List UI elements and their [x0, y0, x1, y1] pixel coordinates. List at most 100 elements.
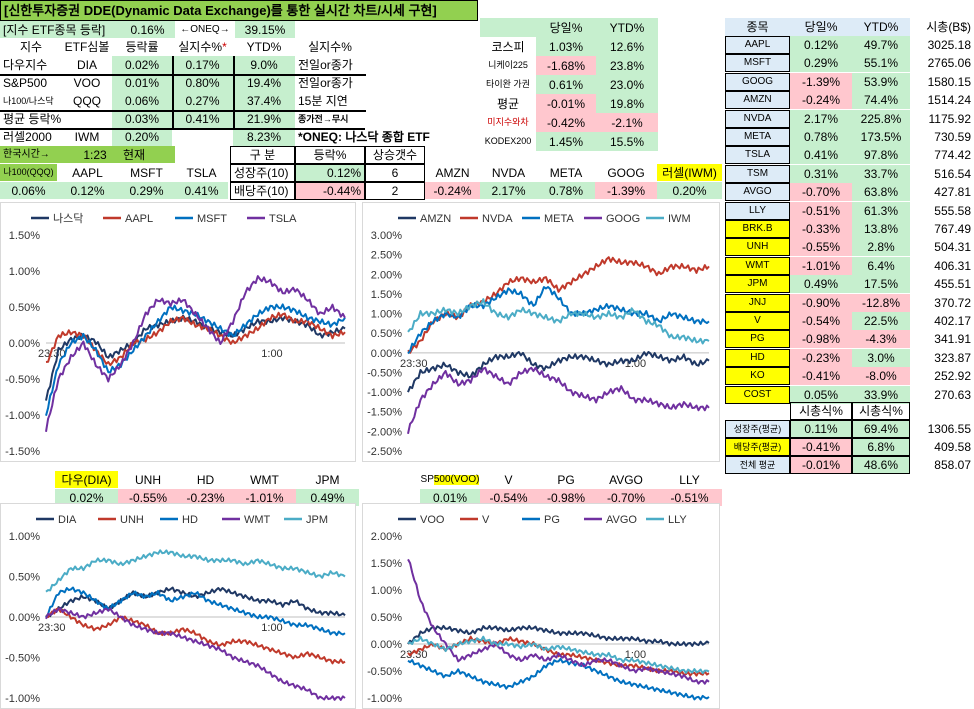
stock-ytd: 173.5% — [852, 128, 910, 146]
legend-label: WMT — [244, 514, 271, 526]
ticker-value: 0.49% — [296, 489, 359, 506]
index-header: YTD% — [246, 40, 282, 54]
ticker-value: -0.24% — [425, 182, 480, 199]
index-note: 전일or종가 — [298, 58, 353, 72]
series-line-amzn — [407, 351, 710, 393]
korea-ytd: 15.5% — [596, 132, 658, 151]
stock-name: LLY — [725, 202, 790, 220]
korea-header: 당일% — [536, 18, 596, 37]
summary-cap: 858.07 — [934, 458, 971, 472]
ticker-label-part: SP — [420, 473, 434, 485]
korea-ytd: -2.1% — [596, 113, 658, 132]
stock-cap: 252.92 — [934, 369, 971, 383]
asterisk: * — [222, 40, 227, 54]
legend-label: IWM — [668, 213, 691, 225]
stock-day: 0.49% — [790, 275, 852, 293]
ticker-value: -0.70% — [595, 489, 657, 506]
index-symbol — [62, 110, 112, 128]
y-tick-label: 0.50% — [371, 328, 402, 340]
ticker-value: 0.01% — [420, 489, 480, 506]
legend-label: AVGO — [606, 514, 637, 526]
summary-ytd: 69.4% — [852, 420, 910, 438]
chart-nasdaq: 나스닥 AAPL MSFT TSLA 1.50% 1.00% 0.50% 0.00% -0.50… — [0, 202, 356, 462]
index-ytd: 21.9% — [233, 110, 295, 128]
y-tick-label: 1.50% — [371, 289, 402, 301]
legend-label: AAPL — [125, 213, 153, 225]
korea-ytd: 19.8% — [596, 94, 658, 113]
ticker-value: 0.02% — [55, 489, 118, 506]
index-real: 0.80% — [172, 74, 233, 92]
stock-ytd: 49.7% — [852, 36, 910, 54]
stock-cap: 516.54 — [934, 167, 971, 181]
stock-cap: 370.72 — [934, 296, 971, 310]
series-line-dia — [45, 586, 346, 618]
summary-day: -0.41% — [790, 438, 852, 456]
ticker-label: 다우(DIA) — [55, 471, 118, 488]
index-note: *ONEQ: 나스닥 종합 ETF — [298, 130, 430, 144]
y-tick-label: 2.00% — [371, 531, 402, 543]
ticker-value: -0.23% — [178, 489, 233, 506]
stock-cap: 2765.06 — [927, 56, 971, 70]
legend-label: NVDA — [482, 213, 513, 225]
stock-ytd: 63.8% — [852, 183, 910, 201]
stock-ytd: 33.7% — [852, 165, 910, 183]
growth-count: 6 — [365, 164, 425, 182]
stock-day: -0.24% — [790, 91, 852, 109]
y-tick-label: -0.50% — [5, 374, 40, 386]
stock-day: 0.78% — [790, 128, 852, 146]
chart-svg: VOO V PG AVGO LLY 2.00% 1.50% 1.00% 0.50% 0.00% -0… — [367, 514, 710, 705]
ticker-label: HD — [196, 472, 215, 487]
legend-label: JPM — [306, 514, 328, 526]
stock-name: TSLA — [725, 146, 790, 164]
index-change: 0.20% — [112, 128, 172, 146]
series-line-voo — [407, 624, 710, 647]
korea-name: 니케이225 — [488, 60, 528, 70]
y-tick-label: -2.50% — [367, 446, 402, 458]
ticker-label: LLY — [679, 472, 700, 487]
index-change: 0.03% — [112, 110, 172, 128]
x-tick-label: 1:00 — [625, 649, 646, 661]
index-change: 0.02% — [112, 56, 172, 74]
stock-name: COST — [725, 386, 790, 404]
legend-label: LLY — [668, 514, 687, 526]
stock-name: WMT — [725, 257, 790, 275]
ticker-label: TSLA — [186, 165, 217, 180]
y-tick-label: 3.00% — [371, 230, 402, 242]
stock-ytd: 17.5% — [852, 275, 910, 293]
stock-name: KO — [725, 367, 790, 385]
stock-cap: 774.42 — [934, 148, 971, 162]
series-line-msft — [45, 303, 346, 416]
ticker-label: META — [549, 165, 583, 180]
index-name: 다우지수 — [3, 58, 48, 72]
stock-day: -0.98% — [790, 330, 852, 348]
summary-name: 전체 평균 — [725, 456, 790, 474]
stock-ytd: 74.4% — [852, 91, 910, 109]
index-symbol: IWM — [74, 130, 100, 144]
index-real: 0.17% — [172, 56, 233, 74]
stock-day: -0.23% — [790, 349, 852, 367]
growth-change: -0.44% — [295, 182, 365, 200]
summary-cap: 1306.55 — [927, 422, 971, 436]
y-tick-label: -1.00% — [367, 693, 402, 705]
y-tick-label: 1.00% — [371, 585, 402, 597]
ticker-label: V — [504, 472, 513, 487]
growth-header: 구 분 — [230, 146, 295, 164]
ticker-label: AMZN — [435, 165, 470, 180]
legend-label: GOOG — [606, 213, 640, 225]
ticker-label: 러셀(IWM) — [657, 164, 722, 181]
series-line-나스닥 — [45, 314, 346, 401]
stock-day: 2.17% — [790, 110, 852, 128]
growth-name: 성장주(10) — [230, 164, 295, 182]
series-line-pg — [407, 657, 710, 701]
stock-day: -0.54% — [790, 312, 852, 330]
ticker-value: 0.78% — [537, 182, 595, 199]
index-real: 0.27% — [172, 92, 233, 110]
legend-label: UNH — [120, 514, 144, 526]
stock-day: -0.70% — [790, 183, 852, 201]
index-ytd: 37.4% — [233, 92, 295, 110]
series-line-nvda — [407, 256, 710, 354]
summary-ytd: 6.8% — [852, 438, 910, 456]
korea-day: -1.68% — [536, 56, 596, 75]
series-line-v — [407, 635, 710, 677]
y-tick-label: -1.50% — [5, 446, 40, 458]
